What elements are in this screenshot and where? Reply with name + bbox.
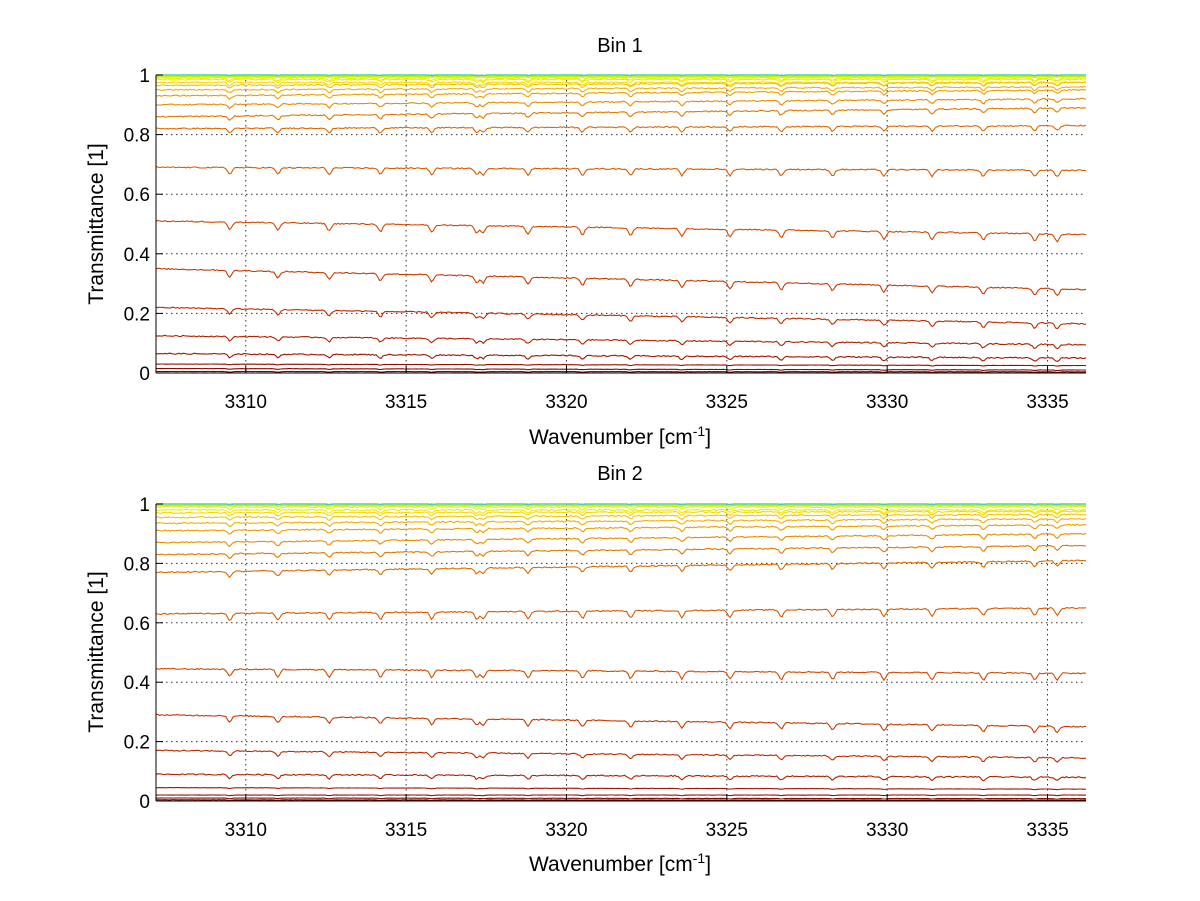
series-line <box>155 532 1087 548</box>
series-line <box>155 78 1087 84</box>
series-line <box>155 794 1087 797</box>
x-axis-label: Wavenumber [cm-1] <box>529 850 711 876</box>
series-line <box>155 786 1086 791</box>
x-tick-label: 3310 <box>225 820 267 841</box>
x-tick-label: 3330 <box>866 820 908 841</box>
y-tick-label: 0.8 <box>124 126 150 147</box>
y-tick-label: 0.4 <box>124 245 151 266</box>
x-tick-label: 3315 <box>385 392 427 413</box>
y-tick-label: 0.8 <box>124 554 150 575</box>
series-line <box>155 667 1087 682</box>
series-line <box>155 749 1087 763</box>
series-line <box>156 503 1087 506</box>
chart-title: Bin 1 <box>597 35 643 57</box>
series-line <box>155 544 1087 560</box>
x-tick-label: 3330 <box>866 392 908 413</box>
series-line <box>155 81 1087 87</box>
x-tick-label: 3320 <box>545 392 587 413</box>
x-axis-label-main: Wavenumber [cm <box>529 426 693 449</box>
series-line <box>155 799 1086 802</box>
chart-title: Bin 2 <box>597 463 643 485</box>
series-line <box>155 559 1087 579</box>
series-line <box>156 370 1087 374</box>
series-line <box>155 513 1087 522</box>
y-tick-label: 0 <box>139 364 150 385</box>
series-line <box>156 505 1086 511</box>
x-axis-label: Wavenumber [cm-1] <box>529 423 711 449</box>
series-line <box>155 523 1086 535</box>
series-line <box>155 76 1087 82</box>
panel-bin-2: Bin 2 Transmittance [1] Wavenumber [cm-1… <box>85 463 1087 876</box>
y-tick-label: 1 <box>139 495 150 516</box>
x-tick-label: 3335 <box>1026 392 1068 413</box>
series-line <box>155 797 1087 800</box>
series-line <box>155 75 1086 78</box>
series-line <box>156 166 1087 178</box>
series-line <box>156 124 1086 134</box>
series-line <box>155 267 1087 297</box>
y-tick-label: 0.6 <box>124 614 150 635</box>
y-tick-label: 0.4 <box>124 673 151 694</box>
series-line <box>156 504 1087 507</box>
series-line <box>156 74 1086 77</box>
y-axis-label: Transmittance [1] <box>85 571 108 732</box>
series-line <box>155 606 1087 621</box>
series-line <box>155 85 1087 94</box>
y-tick-label: 0.2 <box>124 304 150 325</box>
series-line <box>155 363 1087 367</box>
series-line <box>155 219 1086 243</box>
x-tick-label: 3315 <box>385 820 427 841</box>
series-line <box>155 334 1087 350</box>
series-line <box>155 517 1087 528</box>
x-axis-label-exponent: -1 <box>693 850 706 866</box>
series-line <box>155 508 1087 515</box>
x-tick-label: 3320 <box>545 820 587 841</box>
plot-area: 3310 3315 3320 3325 3330 3335 0 0.2 0.4 0.6 0.8 1 <box>124 495 1087 841</box>
x-axis-label-end: ] <box>705 426 711 449</box>
series-line <box>156 713 1086 734</box>
x-axis-label-main: Wavenumber [cm <box>529 853 693 876</box>
panel-bin-1: Bin 1 Transmittance [1] Wavenumber [cm-1… <box>85 35 1087 449</box>
x-tick-label: 3310 <box>225 392 267 413</box>
y-axis-label: Transmittance [1] <box>85 143 108 304</box>
x-tick-label: 3325 <box>706 820 748 841</box>
series-line <box>155 510 1087 517</box>
series-line <box>155 97 1087 110</box>
y-tick-label: 0 <box>139 792 150 813</box>
series-line <box>155 81 1086 89</box>
x-tick-label: 3335 <box>1026 820 1068 841</box>
series-line <box>155 773 1087 782</box>
series-line <box>155 352 1087 362</box>
x-axis-label-end: ] <box>705 853 711 876</box>
x-axis-label-exponent: -1 <box>693 423 706 439</box>
x-tick-label: 3325 <box>706 392 748 413</box>
series-line <box>155 106 1087 121</box>
series-line <box>155 367 1087 372</box>
series-line <box>155 306 1087 330</box>
y-tick-label: 1 <box>139 66 150 87</box>
y-tick-label: 0.6 <box>124 185 150 206</box>
plot-area: 3310 3315 3320 3325 3330 3335 0 0.2 0.4 0.6 0.8 1 <box>124 66 1087 413</box>
series-line <box>155 88 1087 100</box>
y-tick-label: 0.2 <box>124 733 150 754</box>
